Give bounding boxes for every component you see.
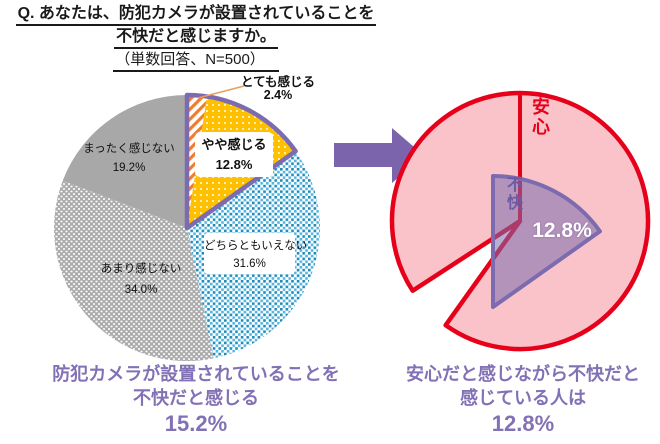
question-title-line2: 不快だと感じますか。 [114,26,278,49]
label-totemo-text: とても感じる [240,75,315,89]
label-dochira: どちらともいえない 31.6% [204,233,308,274]
label-amari-pct: 34.0% [124,284,158,296]
label-amari: あまり感じない 34.0% [80,259,202,301]
caption-left: 防犯カメラが設置されていることを 不快だと感じる 15.2% [28,362,364,437]
label-mattaku: まったく感じない 19.2% [68,140,190,178]
question-subtitle: （単数回答、N=500） [113,49,279,72]
label-yaya: やや感じる 12.8% [195,132,273,177]
caption-right-line1: 安心だと感じながら不快だと [406,364,640,384]
caption-right-line2: 感じている人は [460,388,586,408]
pie-slice-mattaku [62,95,187,228]
caption-left-line1: 防犯カメラが設置されていることを [52,364,340,384]
label-yaya-pct: 12.8% [215,157,253,172]
overlap-percentage: 12.8% [532,219,592,242]
caption-right: 安心だと感じながら不快だと 感じている人は 12.8% [390,362,656,437]
survey-pie-chart [53,85,320,361]
question-title-line1: Q. あなたは、防犯カメラが設置されていることを [15,3,377,26]
highlight-wedge-outline [184,92,298,231]
question-title: Q. あなたは、防犯カメラが設置されていることを 不快だと感じますか。 （単数回… [0,3,392,72]
fukai-label: 不快 [504,176,521,212]
label-amari-text: あまり感じない [100,263,182,275]
label-totemo: とても感じる 2.4% [217,76,339,102]
label-mattaku-text: まったく感じない [83,143,175,155]
label-yaya-text: やや感じる [201,137,267,152]
pie-slice-amari [53,180,214,361]
totemo-leader-line [197,85,245,99]
label-dochira-text: どちらともいえない [204,240,308,252]
anshin-label: 安心 [530,97,550,137]
label-dochira-pct: 31.6% [233,258,266,270]
label-mattaku-pct: 19.2% [112,162,146,174]
caption-left-pct: 15.2% [164,411,228,436]
fukai-wedge [491,174,602,309]
caption-right-pct: 12.8% [491,411,555,436]
label-totemo-pct: 2.4% [263,88,293,102]
anshin-fukai-diagram [389,90,651,352]
caption-left-line2: 不快だと感じる [133,388,259,408]
